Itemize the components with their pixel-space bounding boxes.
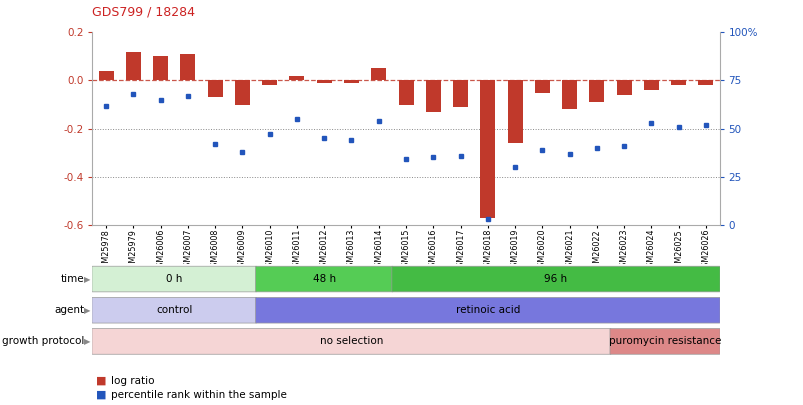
Text: ■: ■: [96, 390, 107, 400]
FancyBboxPatch shape: [391, 266, 719, 292]
Text: 0 h: 0 h: [166, 274, 182, 284]
Text: growth protocol: growth protocol: [2, 337, 84, 346]
Text: control: control: [156, 305, 192, 315]
Bar: [234, 81, 250, 104]
Bar: [643, 81, 658, 90]
FancyBboxPatch shape: [92, 328, 610, 354]
FancyBboxPatch shape: [92, 297, 256, 323]
FancyBboxPatch shape: [255, 297, 719, 323]
FancyBboxPatch shape: [609, 328, 719, 354]
Bar: [316, 81, 332, 83]
Bar: [262, 81, 277, 85]
Text: puromycin resistance: puromycin resistance: [608, 337, 720, 346]
Text: 96 h: 96 h: [544, 274, 567, 284]
Text: agent: agent: [55, 305, 84, 315]
Bar: [452, 81, 467, 107]
Bar: [126, 52, 141, 81]
Text: ■: ■: [96, 376, 107, 386]
Text: time: time: [61, 274, 84, 284]
Text: no selection: no selection: [320, 337, 383, 346]
Bar: [289, 76, 304, 81]
Bar: [426, 81, 440, 112]
Bar: [207, 81, 222, 97]
Text: retinoic acid: retinoic acid: [455, 305, 520, 315]
Bar: [671, 81, 685, 85]
Text: ▶: ▶: [84, 306, 91, 315]
Text: log ratio: log ratio: [111, 376, 154, 386]
Bar: [616, 81, 631, 95]
Bar: [153, 56, 168, 81]
Bar: [589, 81, 604, 102]
FancyBboxPatch shape: [92, 266, 256, 292]
Bar: [479, 81, 495, 217]
Bar: [507, 81, 522, 143]
Bar: [180, 54, 195, 81]
Text: ▶: ▶: [84, 337, 91, 346]
Bar: [99, 71, 113, 81]
Bar: [698, 81, 712, 85]
Text: percentile rank within the sample: percentile rank within the sample: [111, 390, 287, 400]
FancyBboxPatch shape: [255, 266, 393, 292]
Bar: [344, 81, 358, 83]
Bar: [561, 81, 577, 109]
Bar: [398, 81, 413, 104]
Bar: [534, 81, 549, 92]
Text: ▶: ▶: [84, 275, 91, 284]
Text: 48 h: 48 h: [312, 274, 336, 284]
Text: GDS799 / 18284: GDS799 / 18284: [92, 6, 195, 19]
Bar: [371, 68, 385, 81]
